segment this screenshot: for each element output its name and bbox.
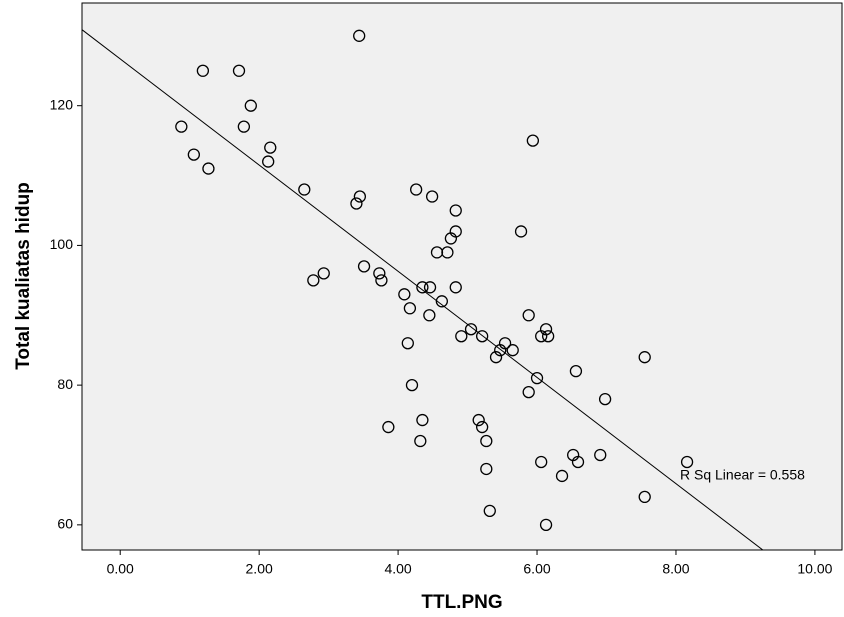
point bbox=[598, 392, 612, 406]
y-tick-label: 120 bbox=[50, 96, 74, 112]
point bbox=[435, 295, 449, 308]
point bbox=[539, 518, 553, 532]
point bbox=[232, 64, 246, 77]
point bbox=[317, 267, 330, 280]
point bbox=[350, 197, 363, 210]
point bbox=[638, 351, 651, 364]
point bbox=[373, 267, 386, 280]
y-axis-title: Total kualiatas hidup bbox=[13, 182, 34, 370]
point bbox=[409, 183, 423, 196]
r-squared-note: R Sq Linear = 0.558 bbox=[680, 467, 805, 483]
point bbox=[416, 413, 429, 427]
fit-line bbox=[82, 29, 764, 550]
x-tick-label: 0.00 bbox=[107, 561, 134, 577]
point bbox=[455, 330, 468, 343]
point bbox=[522, 385, 535, 399]
y-tick-label: 60 bbox=[57, 516, 73, 532]
point bbox=[530, 371, 544, 385]
point bbox=[541, 330, 555, 343]
point bbox=[475, 420, 489, 434]
point bbox=[382, 420, 395, 434]
point bbox=[237, 120, 251, 133]
point bbox=[262, 155, 275, 168]
point bbox=[571, 455, 585, 469]
point bbox=[353, 190, 367, 203]
point bbox=[414, 434, 427, 448]
point bbox=[506, 344, 519, 357]
point bbox=[423, 309, 436, 322]
point bbox=[353, 29, 366, 42]
point bbox=[425, 190, 439, 203]
y-tick-label: 80 bbox=[57, 376, 73, 392]
point bbox=[175, 120, 188, 133]
point bbox=[196, 64, 210, 77]
point bbox=[423, 281, 437, 294]
point bbox=[535, 455, 548, 469]
point bbox=[403, 302, 417, 315]
plot-area bbox=[81, 2, 843, 551]
x-tick-label: 8.00 bbox=[662, 561, 689, 577]
x-tick-label: 6.00 bbox=[523, 561, 550, 577]
point bbox=[401, 337, 414, 350]
point bbox=[449, 204, 462, 217]
point bbox=[444, 232, 458, 245]
point bbox=[489, 351, 503, 364]
point bbox=[416, 281, 429, 294]
x-axis-title: TTL.PNG bbox=[421, 592, 502, 613]
point bbox=[307, 274, 320, 287]
point bbox=[298, 183, 311, 196]
point bbox=[483, 504, 496, 518]
point bbox=[638, 490, 651, 504]
point bbox=[264, 141, 277, 154]
point bbox=[680, 455, 694, 469]
point bbox=[244, 99, 257, 112]
point bbox=[475, 330, 489, 343]
point bbox=[449, 281, 462, 294]
point bbox=[514, 225, 528, 238]
x-tick-label: 10.00 bbox=[797, 561, 832, 577]
point bbox=[594, 448, 607, 462]
y-tick-label: 100 bbox=[50, 236, 74, 252]
point bbox=[357, 260, 371, 273]
point bbox=[555, 469, 569, 483]
point bbox=[202, 162, 215, 175]
point bbox=[480, 462, 493, 476]
point bbox=[480, 434, 493, 448]
point bbox=[441, 246, 454, 259]
point bbox=[494, 344, 507, 357]
point bbox=[464, 323, 478, 336]
point bbox=[535, 330, 548, 343]
point bbox=[405, 378, 419, 392]
x-tick-label: 4.00 bbox=[384, 561, 411, 577]
x-tick-label: 2.00 bbox=[246, 561, 273, 577]
point bbox=[522, 309, 535, 322]
point bbox=[526, 134, 540, 147]
point bbox=[187, 148, 200, 161]
point bbox=[569, 365, 583, 378]
point bbox=[398, 288, 411, 301]
point bbox=[375, 274, 388, 287]
plot-layer bbox=[82, 29, 764, 550]
point bbox=[472, 413, 485, 427]
